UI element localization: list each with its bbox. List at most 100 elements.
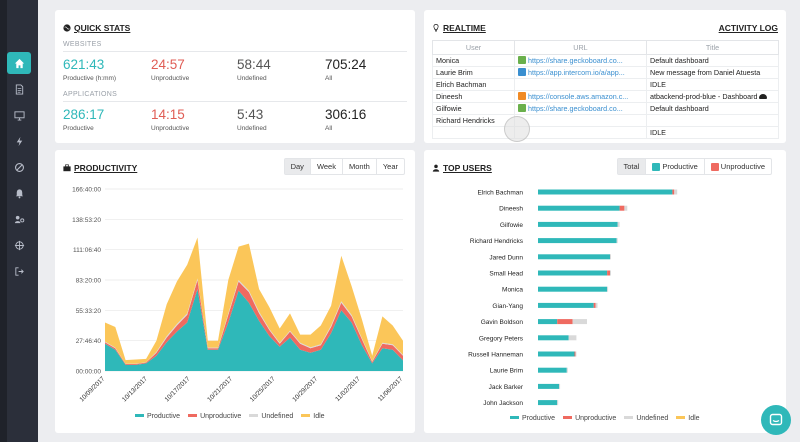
bar-productive[interactable] xyxy=(538,367,567,373)
bar-productive[interactable] xyxy=(538,221,618,227)
bar-undefined[interactable] xyxy=(559,383,561,389)
legend-undefined[interactable]: Undefined xyxy=(249,413,293,420)
realtime-title: REALTIME xyxy=(432,23,486,33)
bar-unproductive[interactable] xyxy=(593,302,596,308)
quick-stats-title: QUICK STATS xyxy=(63,23,130,33)
row-url xyxy=(514,126,647,139)
nav-integrations[interactable] xyxy=(7,234,31,256)
legend-unproductive[interactable]: Unproductive xyxy=(563,415,616,422)
table-row[interactable]: Elrich Bachman IDLE xyxy=(432,78,779,91)
bar-undefined[interactable] xyxy=(575,351,577,357)
range-week-button[interactable]: Week xyxy=(309,159,342,174)
bar-undefined[interactable] xyxy=(674,189,678,195)
activity-log-link[interactable]: ACTIVITY LOG xyxy=(718,23,778,33)
bar-undefined[interactable] xyxy=(568,335,577,341)
nav-blocked[interactable] xyxy=(7,156,31,178)
bar-undefined[interactable] xyxy=(624,205,628,211)
table-row[interactable]: Laurie Brim https://app.intercom.io/a/ap… xyxy=(432,66,779,79)
range-day-button[interactable]: Day xyxy=(284,159,310,174)
legend-productive[interactable]: Productive xyxy=(135,413,180,420)
bar-unproductive[interactable] xyxy=(607,270,610,276)
table-row[interactable]: Richard Hendricks xyxy=(432,114,779,127)
row-url[interactable]: https://app.intercom.io/a/app... xyxy=(514,66,647,79)
applications-productive-value: 286:17 xyxy=(63,107,105,122)
bar-undefined[interactable] xyxy=(617,221,620,227)
bar-undefined[interactable] xyxy=(572,319,587,325)
legend-idle[interactable]: Idle xyxy=(676,415,700,422)
bar-productive[interactable] xyxy=(538,205,620,211)
websites-undefined-value: 58:44 xyxy=(237,57,271,72)
user-label: Russell Hanneman xyxy=(468,352,523,359)
row-user: Richard Hendricks xyxy=(432,114,515,127)
bar-productive[interactable] xyxy=(538,335,569,341)
bar-productive[interactable] xyxy=(538,189,673,195)
bar-productive[interactable] xyxy=(538,302,594,308)
nav-team-settings[interactable] xyxy=(7,208,31,230)
bar-unproductive[interactable] xyxy=(574,351,576,357)
lightbulb-icon xyxy=(433,24,439,32)
bar-undefined[interactable] xyxy=(610,270,611,276)
bar-productive[interactable] xyxy=(538,254,610,260)
block-icon xyxy=(14,162,24,172)
bar-productive[interactable] xyxy=(538,319,558,325)
websites-section-label: WEBSITES xyxy=(63,41,102,48)
table-row[interactable]: Dineesh https://console.aws.amazon.c... … xyxy=(432,90,779,103)
bar-undefined[interactable] xyxy=(610,254,611,260)
bar-undefined[interactable] xyxy=(557,400,559,406)
table-header-row: User URL Title xyxy=(432,40,779,55)
bar-productive[interactable] xyxy=(538,270,608,276)
row-user: Dineesh xyxy=(432,90,515,103)
row-url[interactable]: https://console.aws.amazon.c... xyxy=(514,90,647,103)
realtime-table: User URL Title Monica https://share.geck… xyxy=(432,40,779,139)
y-tick-label: 55:33:20 xyxy=(76,308,102,315)
row-url[interactable]: https://share.geckoboard.co... xyxy=(514,54,647,67)
bar-undefined[interactable] xyxy=(607,286,609,292)
row-url[interactable]: https://share.geckoboard.co... xyxy=(514,102,647,115)
bar-productive[interactable] xyxy=(538,383,560,389)
filter-unproductive-button[interactable]: Unproductive xyxy=(703,159,771,174)
applications-all-value: 306:16 xyxy=(325,107,367,122)
bar-undefined[interactable] xyxy=(616,238,618,244)
range-year-button[interactable]: Year xyxy=(375,159,404,174)
chat-button[interactable] xyxy=(761,405,791,435)
nav-home[interactable] xyxy=(7,52,31,74)
legend-unproductive[interactable]: Unproductive xyxy=(188,413,241,420)
bar-productive[interactable] xyxy=(538,286,608,292)
bar-productive[interactable] xyxy=(538,351,575,357)
nav-devices[interactable] xyxy=(7,104,31,126)
legend-idle[interactable]: Idle xyxy=(301,413,325,420)
top-users-chart: Elrich Bachman Dineesh Gilfowie Richard Hen… xyxy=(468,189,678,407)
bar-undefined[interactable] xyxy=(595,302,598,308)
row-title xyxy=(646,114,779,127)
user-label: Small Head xyxy=(489,271,523,278)
column-header-title: Title xyxy=(646,40,779,55)
filter-productive-button[interactable]: Productive xyxy=(645,159,703,174)
bar-unproductive[interactable] xyxy=(672,189,675,195)
top-users-legend: Productive Unproductive Undefined Idle xyxy=(510,415,700,422)
websites-unproductive-value: 24:57 xyxy=(151,57,185,72)
bar-productive[interactable] xyxy=(538,400,558,406)
top-users-title: TOP USERS xyxy=(432,163,492,173)
filter-total-button[interactable]: Total xyxy=(617,159,646,174)
bar-productive[interactable] xyxy=(538,238,617,244)
mouse-cursor-indicator xyxy=(504,116,530,142)
nav-reports[interactable] xyxy=(7,78,31,100)
nav-logout[interactable] xyxy=(7,260,31,282)
legend-undefined[interactable]: Undefined xyxy=(624,415,668,422)
applications-undefined-label: Undefined xyxy=(237,125,267,132)
applications-section-label: APPLICATIONS xyxy=(63,91,118,98)
monitor-icon xyxy=(13,110,25,121)
bar-unproductive[interactable] xyxy=(557,319,573,325)
table-row[interactable]: Gilfowie https://share.geckoboard.co... … xyxy=(432,102,779,115)
bar-undefined[interactable] xyxy=(566,367,568,373)
legend-productive[interactable]: Productive xyxy=(510,415,555,422)
productivity-legend: Productive Unproductive Undefined Idle xyxy=(135,413,325,420)
table-row[interactable]: IDLE xyxy=(432,126,779,139)
row-url xyxy=(514,114,647,127)
table-row[interactable]: Monica https://share.geckoboard.co... De… xyxy=(432,54,779,67)
incognito-icon xyxy=(759,94,768,99)
nav-activity[interactable] xyxy=(7,130,31,152)
bar-unproductive[interactable] xyxy=(619,205,625,211)
nav-alerts[interactable] xyxy=(7,182,31,204)
range-month-button[interactable]: Month xyxy=(341,159,376,174)
